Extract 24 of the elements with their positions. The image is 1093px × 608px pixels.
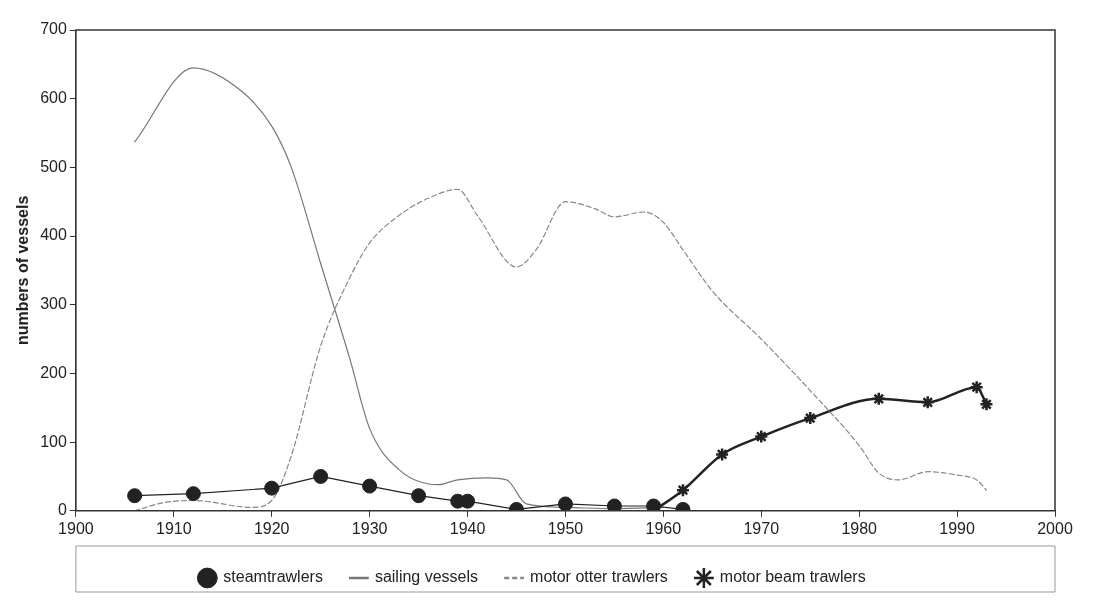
x-tick-label: 1920 xyxy=(253,519,290,537)
y-tick-label: 600 xyxy=(40,89,67,107)
y-tick-label: 300 xyxy=(40,295,67,313)
x-tick-label: 1930 xyxy=(351,519,388,537)
y-tick-label: 100 xyxy=(40,432,67,450)
x-tick-label: 1990 xyxy=(939,519,975,537)
y-tick-label: 700 xyxy=(40,20,67,38)
y-axis-title: numbers of vessels xyxy=(14,195,32,346)
x-tick-label: 2000 xyxy=(1037,519,1073,537)
x-tick-label: 1980 xyxy=(841,519,878,537)
y-tick-label: 0 xyxy=(57,501,67,519)
y-tick-label: 500 xyxy=(40,157,67,175)
x-tick-label: 1960 xyxy=(645,519,682,537)
x-tick-label: 1910 xyxy=(156,519,192,537)
y-tick-label: 200 xyxy=(40,363,67,381)
y-tick-label: 400 xyxy=(40,226,67,244)
legend-label: steamtrawlers xyxy=(223,568,323,586)
legend-label: sailing vessels xyxy=(374,568,479,586)
x-tick-label: 1900 xyxy=(58,519,94,537)
x-tick-label: 1940 xyxy=(449,519,486,537)
x-tick-label: 1950 xyxy=(547,519,584,537)
legend-label: motor otter trawlers xyxy=(530,568,668,586)
x-tick-label: 1970 xyxy=(743,519,780,537)
legend-label: motor beam trawlers xyxy=(719,568,866,586)
